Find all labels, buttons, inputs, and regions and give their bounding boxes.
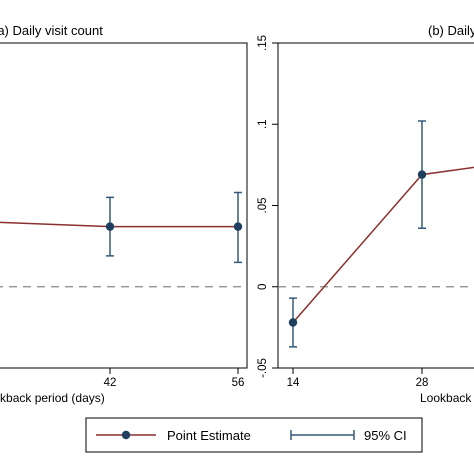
legend-point-estimate-marker (121, 430, 131, 440)
x-tick-label: 56 (232, 377, 245, 389)
point-estimate-marker (233, 222, 243, 231)
panel-a-x-axis-label: Lookback period (days) (0, 391, 105, 405)
x-tick-label: 14 (287, 377, 300, 389)
panel-b-title: (b) Daily (428, 23, 474, 38)
point-estimate-line (292, 166, 474, 323)
x-tick-label: 42 (104, 377, 117, 389)
legend-point-estimate-label: Point Estimate (167, 428, 251, 443)
panel-a-series (0, 191, 243, 264)
y-tick-label: .05 (257, 198, 269, 214)
panel-b-series (288, 120, 474, 348)
y-tick-label: .15 (257, 35, 269, 51)
point-estimate-marker (417, 170, 427, 179)
panel-a-frame (0, 42, 248, 369)
point-estimate-marker (288, 318, 298, 327)
point-estimate-line (0, 221, 238, 228)
legend-ci-label: 95% CI (364, 428, 407, 443)
panel-a-title: (a) Daily visit count (0, 23, 103, 38)
x-tick-label: 28 (416, 377, 429, 389)
y-tick-label: -.05 (257, 358, 269, 378)
legend: Point Estimate 95% CI (85, 417, 423, 453)
y-tick-label: .1 (257, 119, 269, 129)
y-tick-label: 0 (257, 284, 269, 290)
panel-b: (b) Daily .15 .1 .05 0 -.05 14 28 Lookback (257, 23, 474, 405)
point-estimate-marker (105, 222, 115, 231)
legend-ci-marker (290, 430, 355, 440)
panel-a: (a) Daily visit count 42 56 Lookback peri… (0, 23, 248, 405)
panel-a-x-ticks: 42 56 (104, 368, 245, 389)
panel-b-y-ticks: .15 .1 .05 0 -.05 (257, 35, 278, 378)
panel-b-x-axis-label: Lookback (420, 391, 472, 405)
panel-b-x-ticks: 14 28 (287, 368, 429, 389)
